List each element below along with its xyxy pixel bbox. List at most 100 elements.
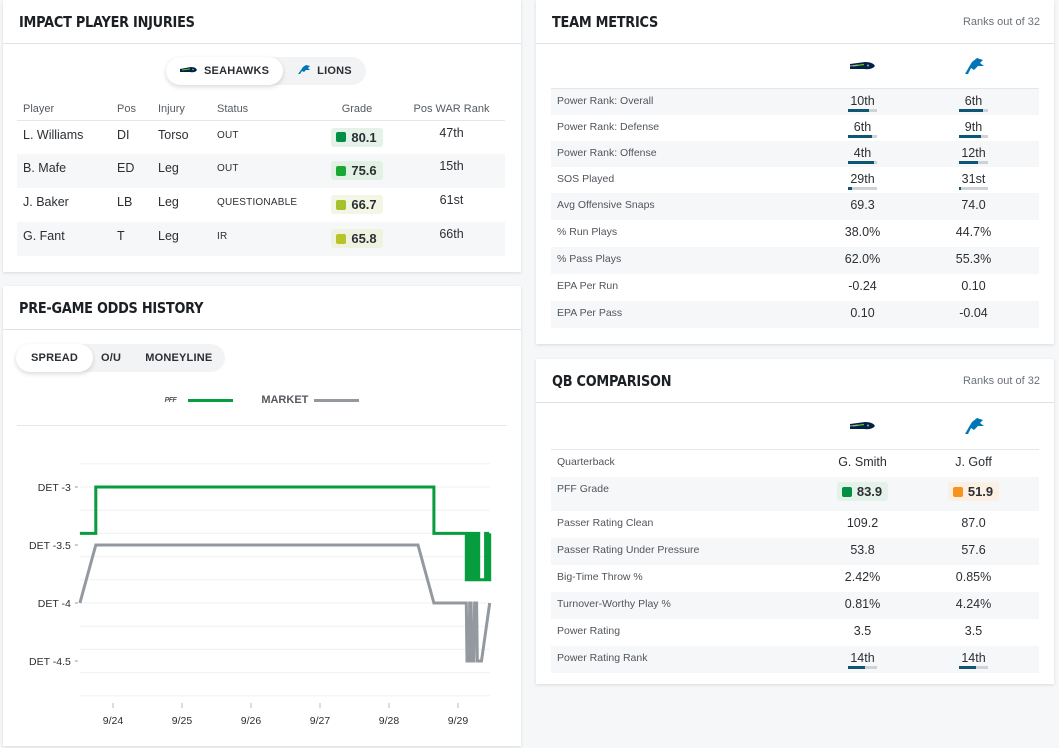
metric-row: Power Rank: Overall 10th 6th (551, 89, 1039, 115)
injury-row[interactable]: J. Baker LB Leg QUESTIONABLE 66.7 61st (17, 188, 505, 222)
lions-value: 51.9 (918, 477, 1029, 511)
odds-header: PRE-GAME ODDS HISTORY (3, 286, 521, 330)
rank-text: 12th (961, 146, 986, 160)
y-tick-label: DET -3 (38, 482, 71, 494)
player-injury: Leg (152, 154, 211, 188)
player-pos: ED (111, 154, 152, 188)
rank-bar (848, 135, 877, 138)
rank-bar-fill (848, 666, 866, 669)
qb-logo-row (551, 403, 1039, 450)
x-tick-label: 9/25 (172, 715, 193, 727)
team-metrics-card: TEAM METRICS Ranks out of 32 Power Rank:… (536, 0, 1054, 344)
metric-row: % Run Plays 38.0% 44.7% (551, 220, 1039, 247)
tab-seahawks[interactable]: SEAHAWKS (166, 57, 284, 85)
player-injury: Leg (152, 222, 211, 256)
col-pos[interactable]: Pos (111, 98, 152, 121)
seahawks-value: 69.3 (850, 198, 875, 212)
rank-text: 4th (853, 146, 872, 160)
col-grade[interactable]: Grade (316, 98, 398, 121)
metric-label: Big-Time Throw % (557, 571, 643, 583)
metric-label: SOS Played (557, 173, 615, 185)
rank-bar (959, 135, 988, 138)
rank-text: 6th (853, 120, 872, 134)
rank-bar-fill (848, 135, 873, 138)
odds-type-tabs: SPREAD O/U MONEYLINE (16, 344, 226, 372)
injury-row[interactable]: B. Mafe ED Leg OUT 75.6 15th (17, 154, 505, 188)
grade-value: 80.1 (351, 129, 377, 145)
seahawks-value: 29th (807, 167, 918, 193)
x-tick-label: 9/27 (310, 715, 331, 727)
rank-bar-fill (959, 666, 977, 669)
seahawks-logo-icon (807, 60, 918, 72)
rank-bar-fill (848, 161, 875, 164)
tab-seahawks-label: SEAHAWKS (204, 65, 270, 77)
col-war-rank[interactable]: Pos WAR Rank (398, 98, 505, 121)
col-status[interactable]: Status (211, 98, 316, 121)
rank-text: 29th (850, 172, 875, 186)
injury-row[interactable]: L. Williams DI Torso OUT 80.1 47th (17, 120, 505, 154)
metric-label: Power Rank: Overall (557, 95, 654, 107)
rank-bar (848, 109, 877, 112)
seahawks-value: 4th (807, 141, 918, 167)
metrics-subtitle: Ranks out of 32 (962, 15, 1040, 28)
lions-logo-icon (297, 64, 311, 78)
metrics-header: TEAM METRICS Ranks out of 32 (536, 0, 1054, 44)
rank-bar (959, 187, 988, 190)
seahawks-value: 83.9 (807, 477, 918, 511)
lions-value: 31st (918, 167, 1029, 193)
rank-bar (848, 187, 877, 190)
player-status: QUESTIONABLE (217, 197, 298, 208)
lions-value: 87.0 (961, 516, 986, 530)
odds-title: PRE-GAME ODDS HISTORY (19, 298, 204, 317)
war-rank: 15th (398, 154, 505, 188)
rank-bar (848, 161, 877, 164)
grade-color-icon (841, 486, 852, 497)
tab-moneyline[interactable]: MONEYLINE (145, 352, 213, 364)
seahawks-value: 3.5 (853, 624, 872, 638)
tab-ou[interactable]: O/U (101, 352, 122, 364)
col-player[interactable]: Player (17, 98, 111, 121)
seahawks-value: 14th (807, 646, 918, 673)
grade-cell: 75.6 (316, 154, 398, 188)
legend-pff-swatch (188, 398, 234, 402)
injury-row[interactable]: G. Fant T Leg IR 65.8 66th (17, 222, 505, 256)
rank-bar-fill (959, 109, 984, 112)
grade-badge: 75.6 (331, 161, 383, 180)
legend-market-label: MARKET (261, 394, 309, 406)
tab-lions[interactable]: LIONS (283, 57, 366, 85)
seahawks-value: 2.42% (844, 570, 881, 584)
metric-label: Turnover-Worthy Play % (557, 598, 671, 610)
rank-bar-fill (959, 161, 979, 164)
lions-logo-icon (918, 417, 1029, 435)
metrics-logo-row (551, 44, 1039, 89)
metric-row: Passer Rating Under Pressure 53.8 57.6 (551, 538, 1039, 565)
metric-row: EPA Per Pass 0.10 -0.04 (551, 301, 1039, 328)
qb-table: Quarterback G. Smith J. Goff PFF Grade 83.9 5… (551, 403, 1039, 673)
seahawks-value: 53.8 (850, 543, 875, 557)
metric-row: Passer Rating Clean 109.2 87.0 (551, 511, 1039, 538)
legend-divider (17, 425, 507, 426)
series-line-market (78, 543, 492, 663)
seahawks-value: G. Smith (838, 455, 887, 469)
lions-value: 44.7% (955, 225, 992, 239)
metric-label: PFF Grade (557, 483, 609, 495)
grade-value: 65.8 (351, 231, 377, 246)
y-tick-label: DET -4.5 (29, 656, 71, 668)
player-name: G. Fant (17, 222, 111, 256)
injuries-card: IMPACT PLAYER INJURIES SEAHAWKS LIONS Pl… (3, 0, 521, 272)
rank-bar-fill (848, 187, 852, 190)
qb-title: QB COMPARISON (552, 371, 672, 390)
x-tick-label: 9/28 (379, 715, 400, 727)
rank-bar-fill (848, 109, 869, 112)
col-injury[interactable]: Injury (152, 98, 211, 121)
metric-label: Power Rank: Offense (557, 147, 657, 159)
grade-color-icon (336, 132, 347, 142)
grade-badge: 65.8 (331, 229, 383, 248)
rank-bar (959, 109, 988, 112)
odds-chart: DET -3 DET -3.5 DET -4 DET -4.5 9/24 9/25 9/26… (29, 463, 492, 727)
injuries-table-header: Player Pos Injury Status Grade Pos WAR R… (17, 98, 505, 121)
metric-row: Power Rating Rank 14th 14th (551, 646, 1039, 673)
metric-label: Quarterback (557, 456, 615, 468)
rank-text: 9th (964, 120, 983, 134)
tab-spread[interactable]: SPREAD (16, 344, 94, 372)
